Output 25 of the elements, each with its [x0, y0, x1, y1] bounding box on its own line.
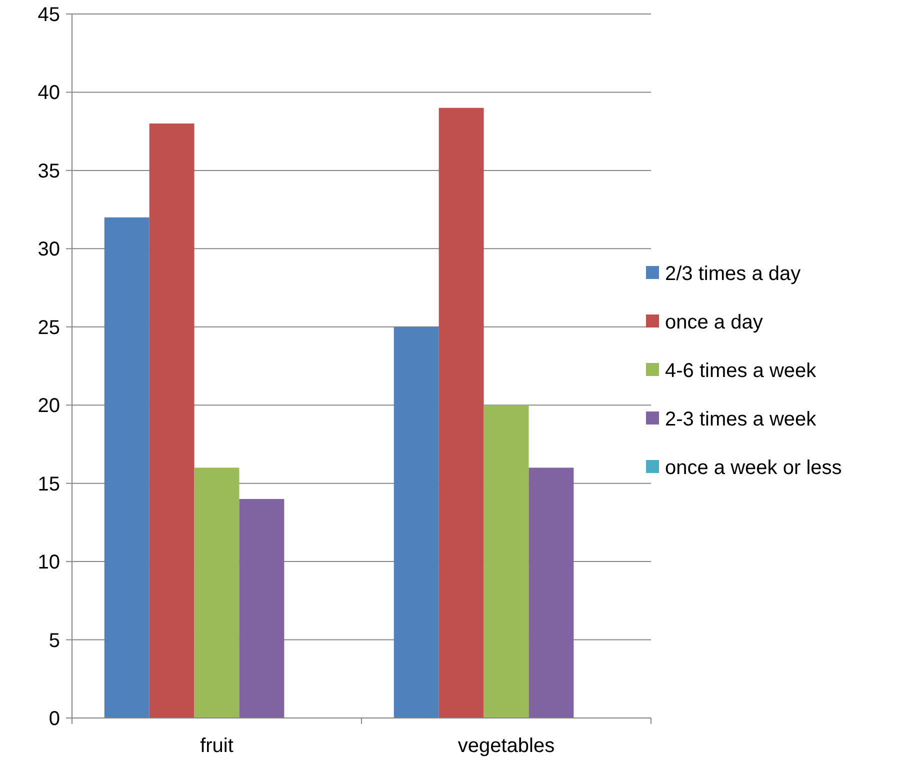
- bar: [239, 498, 284, 718]
- y-tick-label: 40: [38, 82, 60, 104]
- y-tick-label: 45: [38, 4, 60, 26]
- bar: [438, 108, 484, 718]
- y-tick-label: 15: [38, 473, 60, 496]
- bar: [149, 124, 194, 718]
- legend-label: once a week or less: [665, 457, 842, 479]
- y-tick-label: 0: [48, 708, 60, 730]
- legend-label: 2-3 times a week: [665, 408, 818, 430]
- y-tick-label: 35: [38, 160, 60, 182]
- bar: [528, 468, 574, 718]
- y-tick-label: 20: [38, 395, 60, 418]
- y-tick-label: 30: [38, 238, 60, 261]
- bar: [484, 405, 529, 718]
- x-tick-label: vegetables: [458, 735, 555, 757]
- x-tick-label: fruit: [200, 735, 234, 757]
- bar: [194, 468, 240, 718]
- y-tick-label: 5: [48, 630, 60, 652]
- y-tick-label: 25: [38, 316, 60, 339]
- bar: [104, 217, 150, 718]
- bar: [394, 326, 439, 718]
- legend-label: once a day: [665, 312, 763, 334]
- legend-label: 4-6 times a week: [665, 360, 818, 382]
- y-tick-label: 10: [38, 552, 60, 574]
- legend-label: 2/3 times a day: [665, 263, 801, 285]
